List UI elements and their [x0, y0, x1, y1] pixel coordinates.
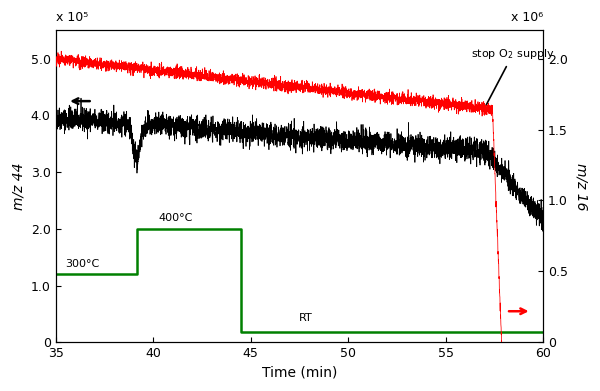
- Text: RT: RT: [299, 312, 313, 323]
- Text: stop O$_2$ supply: stop O$_2$ supply: [471, 47, 554, 111]
- Text: 400°C: 400°C: [159, 213, 193, 223]
- Text: x 10⁵: x 10⁵: [56, 11, 88, 24]
- Text: x 10⁶: x 10⁶: [511, 11, 543, 24]
- Y-axis label: m/z 44: m/z 44: [11, 163, 25, 210]
- Y-axis label: m/z 16: m/z 16: [575, 163, 589, 210]
- X-axis label: Time (min): Time (min): [262, 366, 337, 380]
- Text: 300°C: 300°C: [65, 258, 100, 269]
